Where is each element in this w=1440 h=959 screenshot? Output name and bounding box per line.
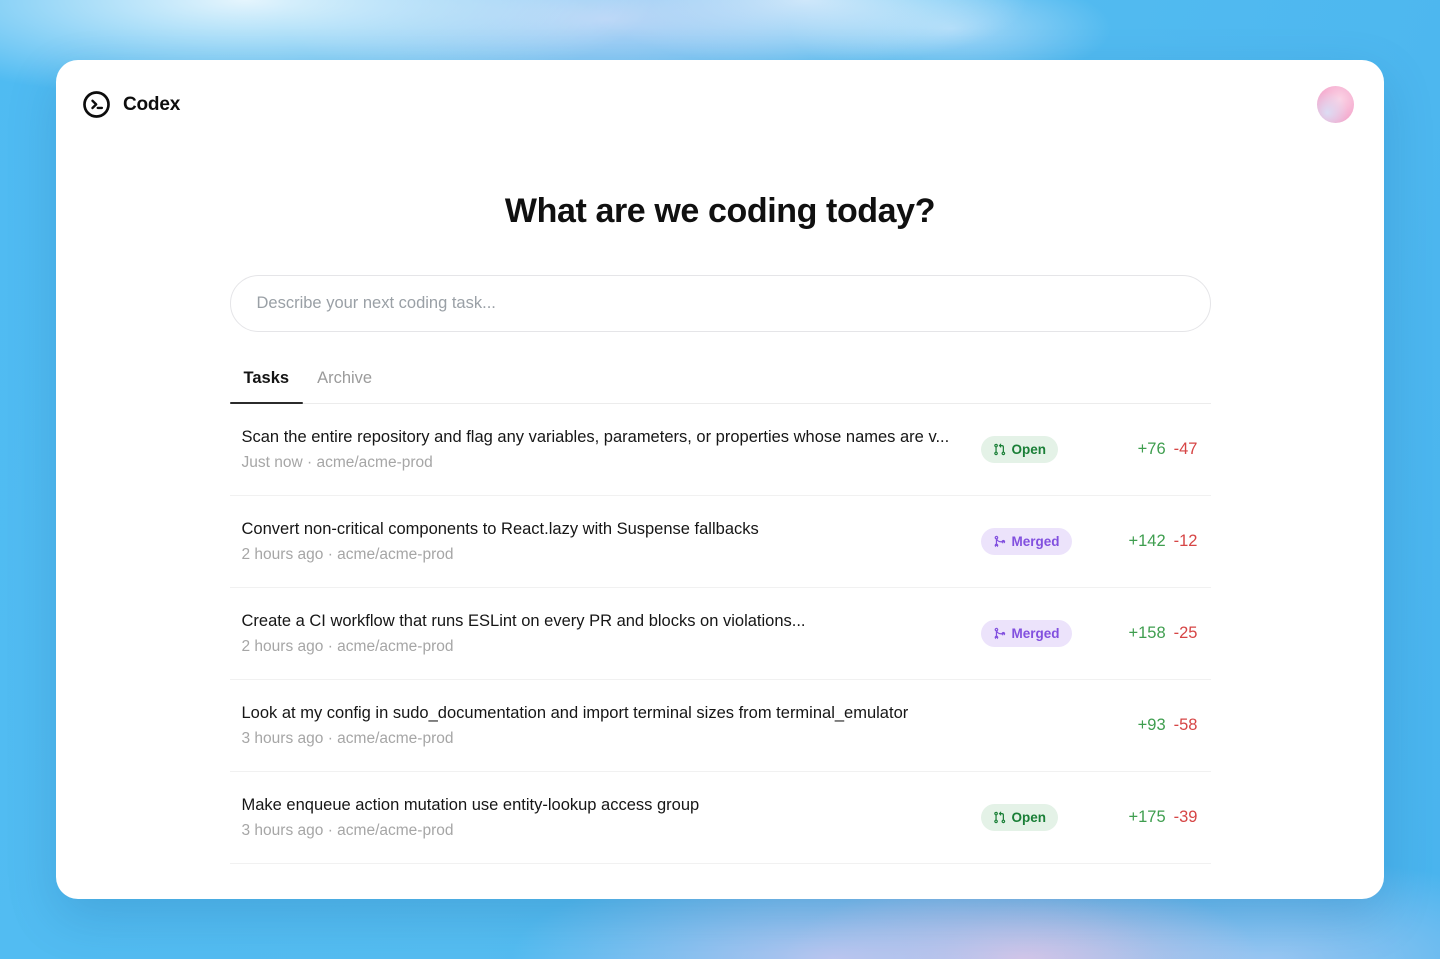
status-badge-label: Open	[1011, 810, 1047, 825]
main-window: Codex What are we coding today? Tasks Ar…	[56, 60, 1384, 899]
diff-additions: +76	[1137, 440, 1166, 458]
task-time: 2 hours ago	[241, 545, 324, 563]
status-cell: Merged	[980, 528, 1111, 555]
task-composer	[229, 275, 1211, 332]
diff-additions: +175	[1128, 808, 1166, 826]
task-repo: acme/acme-prod	[337, 821, 454, 839]
status-badge: Open	[980, 804, 1059, 831]
task-repo: acme/acme-prod	[337, 729, 454, 747]
status-cell: Merged	[980, 620, 1111, 647]
diff-stats: +93 -58	[1111, 716, 1211, 735]
codex-terminal-icon	[82, 90, 111, 119]
diff-additions: +142	[1128, 532, 1166, 550]
meta-separator: ·	[327, 637, 333, 655]
app-header: Codex	[56, 60, 1384, 123]
brand-logo[interactable]: Codex	[82, 90, 180, 119]
diff-deletions: -39	[1173, 808, 1198, 826]
task-title: Make enqueue action mutation use entity-…	[241, 795, 700, 814]
git-pull-request-icon	[993, 443, 1006, 456]
task-row[interactable]: Make enqueue action mutation use entity-…	[229, 772, 1211, 864]
diff-additions: +93	[1137, 716, 1166, 734]
task-meta: 3 hours ago · acme/acme-prod	[242, 730, 981, 748]
meta-separator: ·	[327, 821, 333, 839]
status-badge: Merged	[980, 528, 1072, 555]
brand-name: Codex	[123, 93, 181, 115]
diff-stats: +76 -47	[1111, 440, 1211, 459]
meta-separator: ·	[327, 729, 333, 747]
status-badge-label: Open	[1011, 442, 1047, 457]
diff-stats: +175 -39	[1111, 808, 1211, 827]
task-repo: acme/acme-prod	[337, 637, 454, 655]
task-title: Scan the entire repository and flag any …	[241, 427, 950, 446]
status-badge: Open	[980, 436, 1059, 463]
task-row[interactable]: Scan the entire repository and flag any …	[229, 404, 1211, 496]
task-time: 3 hours ago	[241, 729, 324, 747]
tab-archive[interactable]: Archive	[317, 369, 373, 387]
task-row[interactable]: Create a CI workflow that runs ESLint on…	[229, 588, 1211, 680]
status-cell: Open	[980, 436, 1111, 463]
diff-deletions: -58	[1173, 716, 1198, 734]
diff-deletions: -12	[1173, 532, 1198, 550]
task-time: Just now	[241, 453, 303, 471]
status-cell: Open	[980, 804, 1111, 831]
user-avatar[interactable]	[1317, 86, 1354, 123]
task-input[interactable]	[229, 275, 1211, 332]
task-meta: 2 hours ago · acme/acme-prod	[242, 546, 981, 564]
status-badge-label: Merged	[1011, 626, 1060, 641]
diff-deletions: -47	[1173, 440, 1198, 458]
tab-tasks[interactable]: Tasks	[229, 369, 304, 404]
task-summary: Make enqueue action mutation use entity-…	[230, 796, 981, 840]
task-time: 2 hours ago	[241, 637, 324, 655]
task-title: Convert non-critical components to React…	[241, 519, 759, 538]
task-repo: acme/acme-prod	[337, 545, 454, 563]
status-badge-label: Merged	[1011, 534, 1060, 549]
git-pull-request-icon	[993, 811, 1006, 824]
task-time: 3 hours ago	[241, 821, 324, 839]
task-summary: Convert non-critical components to React…	[230, 520, 981, 564]
task-summary: Look at my config in sudo_documentation …	[230, 704, 981, 748]
task-row[interactable]: Convert non-critical components to React…	[229, 496, 1211, 588]
status-cell	[981, 712, 1111, 739]
diff-stats: +142 -12	[1111, 532, 1211, 551]
task-repo: acme/acme-prod	[316, 453, 433, 471]
diff-stats: +158 -25	[1111, 624, 1211, 643]
status-badge: Merged	[980, 620, 1072, 647]
diff-deletions: -25	[1173, 624, 1198, 642]
git-merge-icon	[993, 627, 1006, 640]
page-title: What are we coding today?	[504, 192, 936, 230]
task-list: Scan the entire repository and flag any …	[229, 404, 1211, 864]
task-row[interactable]: Look at my config in sudo_documentation …	[229, 680, 1211, 772]
diff-additions: +158	[1128, 624, 1166, 642]
task-summary: Create a CI workflow that runs ESLint on…	[230, 612, 981, 656]
task-meta: Just now · acme/acme-prod	[242, 454, 981, 472]
tab-bar: Tasks Archive	[229, 369, 1211, 404]
task-title: Look at my config in sudo_documentation …	[241, 703, 909, 722]
meta-separator: ·	[327, 545, 333, 563]
task-title: Create a CI workflow that runs ESLint on…	[241, 611, 806, 630]
task-meta: 3 hours ago · acme/acme-prod	[242, 822, 981, 840]
task-summary: Scan the entire repository and flag any …	[230, 428, 981, 472]
meta-separator: ·	[306, 453, 313, 471]
git-merge-icon	[993, 535, 1006, 548]
task-meta: 2 hours ago · acme/acme-prod	[242, 638, 981, 656]
